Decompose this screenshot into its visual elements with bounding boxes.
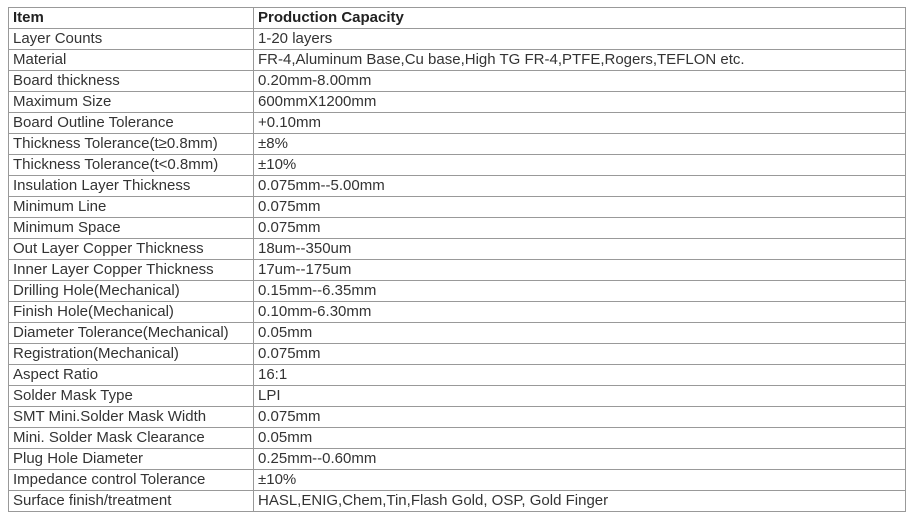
table-row: Surface finish/treatment HASL,ENIG,Chem,T… [8, 490, 906, 512]
header-row: Item Production Capacity [8, 7, 906, 29]
capacity-cell: 0.10mm-6.30mm [253, 301, 906, 323]
item-cell: Insulation Layer Thickness [8, 175, 254, 197]
capacity-cell: 1-20 layers [253, 28, 906, 50]
capacity-cell: 0.25mm--0.60mm [253, 448, 906, 470]
item-cell: Out Layer Copper Thickness [8, 238, 254, 260]
table-row: Thickness Tolerance(t≥0.8mm) ±8% [8, 133, 906, 155]
item-cell: Board thickness [8, 70, 254, 92]
item-cell: Layer Counts [8, 28, 254, 50]
header-cell: Item [8, 7, 254, 29]
item-cell: Impedance control Tolerance [8, 469, 254, 491]
table-row: Material FR-4,Aluminum Base,Cu base,High … [8, 49, 906, 71]
item-cell: Surface finish/treatment [8, 490, 254, 512]
header-cell: Production Capacity [253, 7, 906, 29]
item-cell: Thickness Tolerance(t<0.8mm) [8, 154, 254, 176]
table-row: Registration(Mechanical) 0.075mm [8, 343, 906, 365]
table-row: Out Layer Copper Thickness 18um--350um [8, 238, 906, 260]
capacity-cell: 16:1 [253, 364, 906, 386]
item-cell: Board Outline Tolerance [8, 112, 254, 134]
table-row: Drilling Hole(Mechanical) 0.15mm--6.35mm [8, 280, 906, 302]
item-cell: Minimum Line [8, 196, 254, 218]
table-row: Plug Hole Diameter 0.25mm--0.60mm [8, 448, 906, 470]
table-row: Layer Counts 1-20 layers [8, 28, 906, 50]
capacity-cell: ±8% [253, 133, 906, 155]
table-row: Aspect Ratio 16:1 [8, 364, 906, 386]
capacity-cell: 0.05mm [253, 322, 906, 344]
item-cell: Solder Mask Type [8, 385, 254, 407]
item-cell: Plug Hole Diameter [8, 448, 254, 470]
table-row: Insulation Layer Thickness 0.075mm--5.00m… [8, 175, 906, 197]
item-cell: SMT Mini.Solder Mask Width [8, 406, 254, 428]
item-cell: Material [8, 49, 254, 71]
capacity-cell: +0.10mm [253, 112, 906, 134]
table-row: Board thickness 0.20mm-8.00mm [8, 70, 906, 92]
table-row: Inner Layer Copper Thickness 17um--175um [8, 259, 906, 281]
table-row: Maximum Size 600mmX1200mm [8, 91, 906, 113]
capacity-cell: 0.05mm [253, 427, 906, 449]
item-cell: Thickness Tolerance(t≥0.8mm) [8, 133, 254, 155]
capacity-cell: ±10% [253, 469, 906, 491]
capacity-cell: LPI [253, 385, 906, 407]
item-cell: Minimum Space [8, 217, 254, 239]
table-row: Minimum Space 0.075mm [8, 217, 906, 239]
capacity-cell: HASL,ENIG,Chem,Tin,Flash Gold, OSP, Gold… [253, 490, 906, 512]
item-cell: Inner Layer Copper Thickness [8, 259, 254, 281]
table-row: Impedance control Tolerance ±10% [8, 469, 906, 491]
item-cell: Drilling Hole(Mechanical) [8, 280, 254, 302]
capacity-cell: 600mmX1200mm [253, 91, 906, 113]
table-row: Board Outline Tolerance +0.10mm [8, 112, 906, 134]
item-cell: Mini. Solder Mask Clearance [8, 427, 254, 449]
table-row: Solder Mask Type LPI [8, 385, 906, 407]
capacity-cell: FR-4,Aluminum Base,Cu base,High TG FR-4,… [253, 49, 906, 71]
capacity-cell: 0.075mm [253, 217, 906, 239]
capacity-cell: 0.075mm [253, 343, 906, 365]
table-row: Finish Hole(Mechanical) 0.10mm-6.30mm [8, 301, 906, 323]
item-cell: Finish Hole(Mechanical) [8, 301, 254, 323]
capacity-cell: 17um--175um [253, 259, 906, 281]
capacity-cell: 0.20mm-8.00mm [253, 70, 906, 92]
table-row: Mini. Solder Mask Clearance 0.05mm [8, 427, 906, 449]
item-cell: Aspect Ratio [8, 364, 254, 386]
table-row: Thickness Tolerance(t<0.8mm) ±10% [8, 154, 906, 176]
table-row: Diameter Tolerance(Mechanical) 0.05mm [8, 322, 906, 344]
capacity-cell: 0.15mm--6.35mm [253, 280, 906, 302]
table-row: SMT Mini.Solder Mask Width 0.075mm [8, 406, 906, 428]
item-cell: Registration(Mechanical) [8, 343, 254, 365]
capacity-cell: 0.075mm [253, 196, 906, 218]
item-cell: Diameter Tolerance(Mechanical) [8, 322, 254, 344]
capacity-table: Item Production Capacity Layer Counts 1-20… [8, 7, 906, 512]
table-row: Minimum Line 0.075mm [8, 196, 906, 218]
item-cell: Maximum Size [8, 91, 254, 113]
capacity-cell: ±10% [253, 154, 906, 176]
capacity-cell: 0.075mm [253, 406, 906, 428]
capacity-cell: 18um--350um [253, 238, 906, 260]
capacity-cell: 0.075mm--5.00mm [253, 175, 906, 197]
